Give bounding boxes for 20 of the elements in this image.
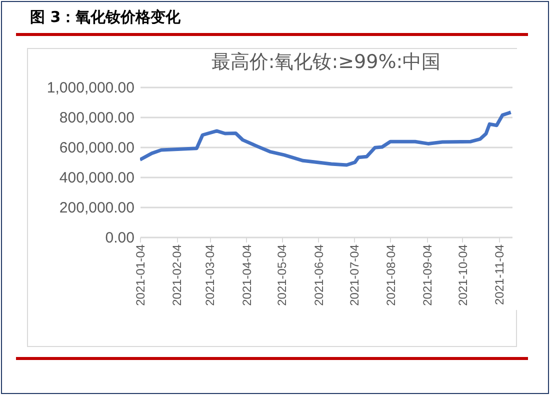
- x-tick-label: 2021-04-04: [240, 244, 254, 306]
- y-tick-label: 800,000.00: [59, 110, 134, 126]
- x-tick-label: 2021-10-04: [456, 244, 470, 306]
- x-tick-label: 2021-11-04: [492, 244, 507, 305]
- x-tick-label: 2021-03-04: [203, 244, 218, 306]
- y-tick-label: 200,000.00: [59, 200, 134, 216]
- line-series: [140, 110, 512, 167]
- x-tick-label: 2021-05-04: [275, 244, 290, 306]
- y-tick-label: 1,000,000.00: [46, 80, 134, 96]
- y-tick-label: 600,000.00: [59, 140, 134, 156]
- x-tick-label: 2021-06-04: [312, 244, 326, 306]
- x-tick-label: 2021-02-04: [170, 244, 184, 306]
- x-tick-label: 2021-08-04: [384, 244, 398, 306]
- chart-subtitle: 图 3：氧化钕价格变化: [30, 8, 181, 27]
- x-tick-label: 2021-09-04: [420, 244, 434, 306]
- x-tick-label: 2021-07-04: [347, 244, 362, 306]
- y-tick-label: 400,000.00: [59, 170, 134, 186]
- chart-title: 最高价:氧化钕:≥99%:中国: [211, 51, 441, 73]
- y-tick-label: 0.00: [105, 230, 134, 246]
- x-tick-label: 2021-01-04: [134, 244, 148, 306]
